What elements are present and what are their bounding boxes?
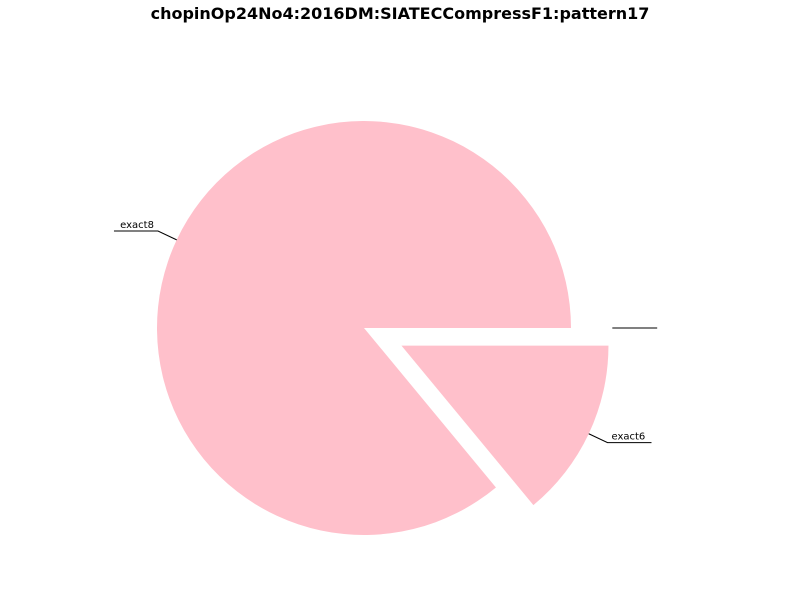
slice-label-exact8: exact8 [120,220,154,231]
pie-slice-exact6 [401,345,609,506]
pie-labels: exact8 exact6 [113,220,658,444]
pie-slices [156,120,609,535]
pie-slice-exact8 [156,120,571,535]
slice-label-exact6: exact6 [611,432,645,443]
leader-line-exact6 [588,433,652,444]
chart-title: chopinOp24No4:2016DM:SIATECCompressF1:pa… [150,4,650,23]
leader-line-exact8 [113,230,177,241]
